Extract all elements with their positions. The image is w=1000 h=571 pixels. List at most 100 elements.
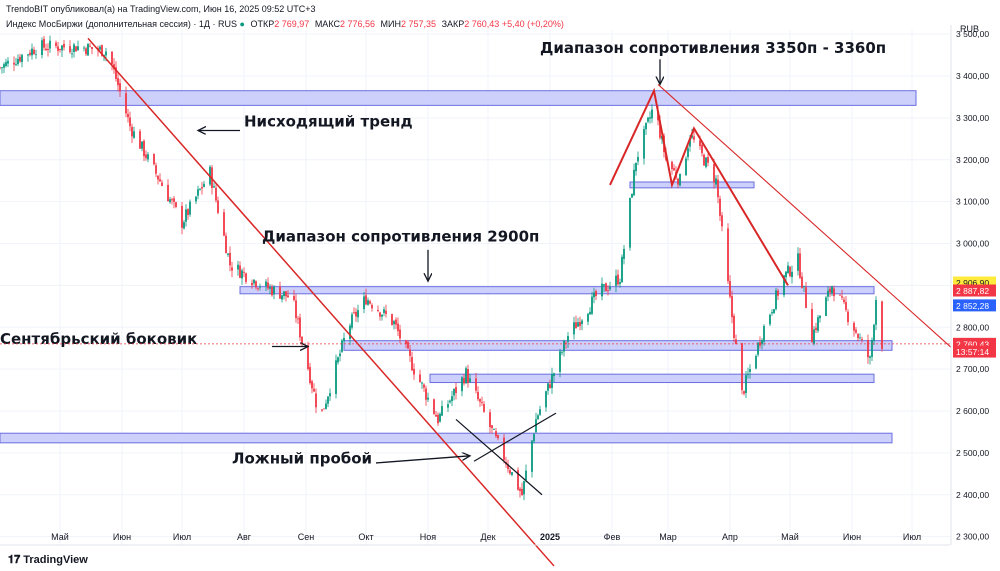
tradingview-footer[interactable]: 𝟏𝟕 TradingView	[8, 553, 88, 567]
x-tick-label: 2025	[540, 532, 560, 542]
candle-body	[701, 144, 703, 154]
price-label-badge	[953, 345, 996, 358]
candle-body	[283, 291, 285, 296]
candle-body	[321, 409, 323, 411]
candle-body	[199, 188, 201, 190]
candle-body	[647, 117, 649, 122]
x-tick-label: Мар	[659, 532, 677, 542]
candle-body	[323, 408, 325, 410]
candle-body	[171, 199, 173, 201]
candle-body	[339, 353, 341, 357]
y-tick-label: 2 400,00	[956, 490, 989, 500]
candle-body	[735, 339, 737, 345]
candle-body	[337, 357, 339, 363]
candle-body	[523, 480, 525, 495]
candle-body	[33, 49, 35, 55]
candle-body	[755, 356, 757, 369]
candle-body	[769, 314, 771, 325]
candle-body	[503, 437, 505, 461]
candle-body	[155, 165, 157, 174]
candle-body	[239, 265, 241, 278]
candle-body	[491, 425, 493, 429]
candle-body	[605, 283, 607, 292]
candle-body	[731, 296, 733, 318]
support-zone-2500	[0, 432, 893, 444]
candle-body	[399, 329, 401, 339]
x-tick-label: Авг	[237, 532, 252, 542]
candle-body	[353, 312, 355, 314]
candle-body	[867, 340, 869, 358]
candle-body	[117, 78, 119, 86]
candle-body	[201, 186, 203, 189]
candle-body	[545, 391, 547, 408]
candle-body	[273, 286, 275, 295]
candle-body	[1, 67, 3, 69]
candle-body	[83, 47, 85, 49]
candle-body	[371, 304, 373, 309]
candle-body	[19, 56, 21, 62]
candle-body	[409, 349, 411, 356]
candle-body	[841, 296, 843, 298]
false-breakout-line	[455, 418, 543, 496]
candle-body	[251, 282, 253, 286]
candle-body	[719, 198, 721, 216]
candle-body	[31, 48, 33, 56]
candle-body	[287, 295, 289, 298]
candle-body	[741, 343, 743, 391]
candle-body	[383, 309, 385, 313]
candle-body	[147, 154, 149, 160]
candle-body	[307, 345, 309, 370]
candle-body	[635, 162, 637, 172]
candle-body	[161, 182, 163, 186]
annotation-label: Сентябрьский боковик	[0, 330, 197, 348]
candle-body	[141, 141, 143, 149]
candle-body	[5, 62, 7, 66]
candle-body	[341, 340, 343, 352]
candle-body	[581, 320, 583, 325]
ohlc-legend: Индекс МосБиржи (дополнительная сессия) …	[6, 19, 564, 29]
candle-body	[357, 310, 359, 318]
x-tick-label: Июн	[843, 532, 861, 542]
candle-body	[819, 315, 821, 319]
candle-body	[465, 368, 467, 384]
candle-body	[643, 129, 645, 159]
candle-body	[579, 321, 581, 326]
candle-body	[773, 309, 775, 314]
candle-body	[479, 399, 481, 402]
candle-body	[603, 284, 605, 286]
candle-body	[615, 275, 617, 286]
candle-body	[705, 157, 707, 168]
candle-body	[617, 274, 619, 285]
candle-body	[225, 235, 227, 254]
candle-body	[129, 117, 131, 127]
candle-body	[411, 357, 413, 371]
candle-body	[63, 43, 65, 48]
candle-body	[195, 196, 197, 202]
symbol-name[interactable]: Индекс МосБиржи (дополнительная сессия) …	[6, 19, 238, 29]
candle-body	[343, 337, 345, 342]
candle-body	[677, 178, 679, 185]
x-tick-label: Июн	[113, 532, 131, 542]
candle-body	[87, 44, 89, 56]
candle-body	[421, 382, 423, 384]
open-value: 2 769,97	[274, 19, 310, 29]
candle-body	[857, 333, 859, 339]
candle-body	[329, 393, 331, 397]
high-value: 2 776,56	[339, 19, 376, 29]
candle-body	[379, 312, 381, 317]
candle-body	[269, 287, 271, 289]
candle-body	[393, 321, 395, 325]
y-tick-label: 3 500,00	[956, 29, 989, 39]
candle-body	[659, 120, 661, 138]
candle-body	[481, 402, 483, 404]
candle-body	[509, 470, 511, 474]
candle-body	[573, 322, 575, 335]
candle-body	[391, 314, 393, 325]
candle-body	[243, 271, 245, 273]
candle-body	[363, 296, 365, 310]
candle-body	[801, 276, 803, 288]
candle-body	[127, 113, 129, 118]
candle-body	[631, 194, 633, 198]
candle-body	[831, 286, 833, 294]
